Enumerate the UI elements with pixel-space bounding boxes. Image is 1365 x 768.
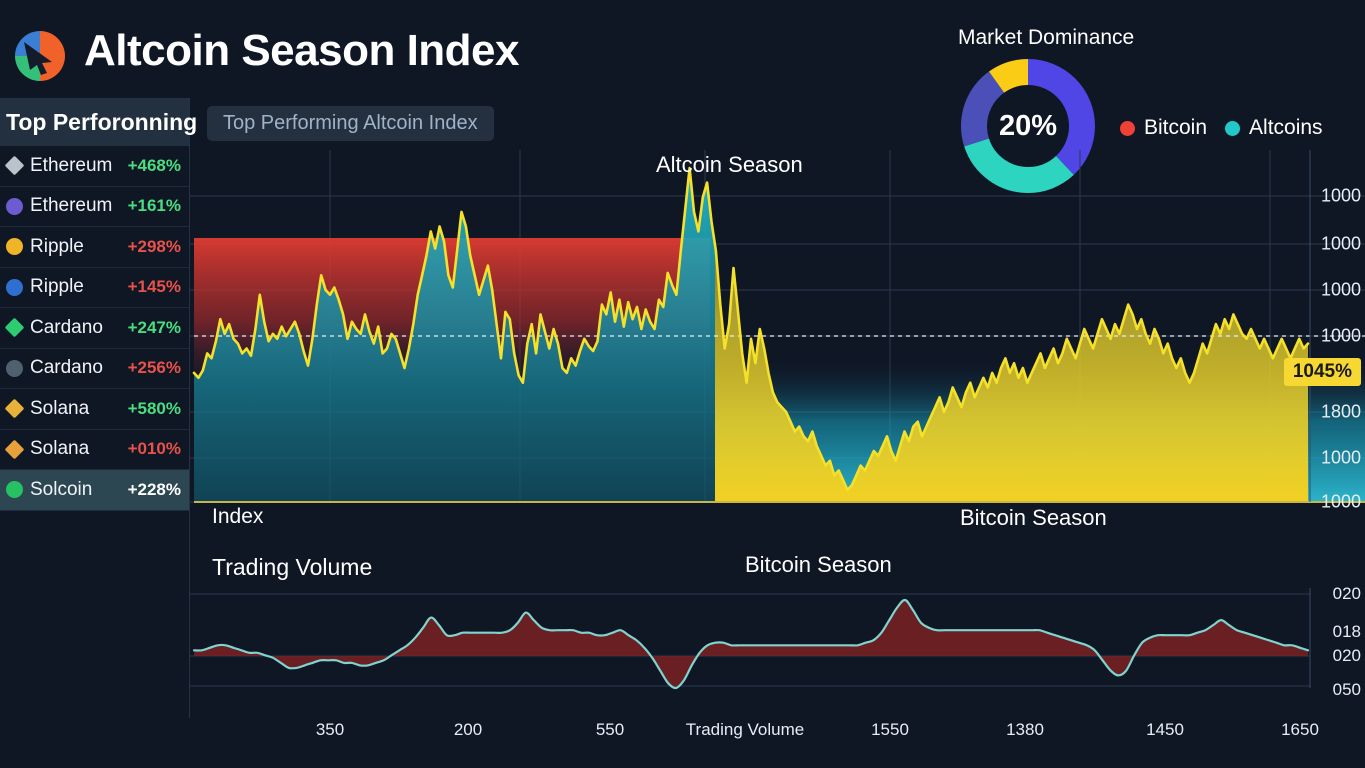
volume-y-tick: 050 (1332, 680, 1361, 699)
legend-label: Bitcoin (1144, 116, 1208, 139)
donut-segment-indigo (961, 59, 1095, 193)
volume-area-fill (194, 599, 1308, 689)
annotation-bitcoin-season-volume: Bitcoin Season (745, 552, 892, 577)
coin-list: Ethereum +468% Ethereum +161% Ripple +298% Rip… (0, 146, 189, 511)
coin-row-solana-6[interactable]: Solana +580% (0, 389, 189, 430)
cardano-diamond-icon (4, 317, 25, 338)
volume-y-tick: 020 (1332, 584, 1361, 603)
trading-volume-title: Trading Volume (212, 554, 373, 580)
y-tick: 1000 (1320, 233, 1361, 254)
coin-name: Solana (30, 438, 90, 460)
dominance-donut-chart: 20% (958, 56, 1098, 196)
coin-row-cardano-5[interactable]: Cardano +256% (0, 349, 189, 389)
altcoin-index-chart-svg (190, 150, 1365, 503)
dominance-legend: Bitcoin Altcoins (1120, 116, 1323, 140)
x-tick: 350 (315, 720, 345, 739)
coin-change-value: +256% (127, 358, 181, 378)
x-tick: Trading Volume (685, 720, 805, 739)
legend-label: Altcoins (1249, 116, 1323, 139)
market-dominance-title: Market Dominance (958, 26, 1135, 49)
coin-change-value: +010% (127, 439, 181, 459)
coin-name: Ethereum (30, 195, 113, 217)
trading-volume-chart: Trading Volume Bitcoin Season 020 018 02… (190, 548, 1365, 718)
coin-change-value: +161% (127, 196, 181, 216)
x-tick: 1450 (1146, 720, 1184, 739)
solcoin-circle-icon (6, 481, 23, 499)
bitcoin-dot-icon (1120, 120, 1135, 136)
coin-change-value: +580% (127, 398, 181, 418)
altcoins-dot-icon (1225, 120, 1241, 136)
coin-row-ripple-2[interactable]: Ripple +298% (0, 227, 189, 268)
volume-y-tick: 020 (1332, 646, 1361, 665)
solana-diamond-icon (4, 398, 25, 419)
x-tick: 1650 (1281, 720, 1319, 739)
volume-gridlines (190, 593, 1310, 687)
x-tick: 200 (453, 720, 483, 739)
chart-x-axis: 350 200 550 Trading Volume 1550 1380 1450 1650 (190, 712, 1365, 752)
x-tick: 1380 (1006, 720, 1044, 739)
altcoin-index-chart: 1000 1000 1000 1000 1045% 1800 1000 1000… (190, 150, 1365, 550)
index-line-series (192, 166, 1310, 492)
y-tick: 1000 (1320, 325, 1361, 346)
coin-row-cardano-4[interactable]: Cardano +247% (0, 308, 189, 349)
coin-row-ethereum-1[interactable]: Ethereum +161% (0, 187, 189, 227)
pie-chart-cursor-logo (15, 31, 65, 81)
sidebar: Top Perforonning Ethereum +468% Ethereum +1… (0, 98, 197, 718)
y-tick: 1000 (1320, 185, 1361, 206)
coin-change-value: +145% (127, 277, 181, 297)
altcoin-teal-area (194, 168, 715, 502)
coin-change-value: +228% (127, 479, 181, 499)
donut-svg (961, 59, 1095, 193)
coin-name: Solana (30, 397, 90, 419)
coin-name: Ripple (30, 276, 84, 298)
coin-name: Ethereum (30, 154, 113, 176)
coin-row-ethereum-0[interactable]: Ethereum +468% (0, 146, 189, 187)
sidebar-title: Top Perforonning (0, 98, 197, 146)
annotation-bitcoin-season-inside: Bitcoin Season (960, 505, 1107, 530)
ripple-coin-icon (6, 238, 23, 256)
ethereum-diamond-icon (4, 155, 25, 176)
donut-center-value: 20% (998, 109, 1058, 142)
market-dominance-widget: Market Dominance 20% Bitcoin Altcoins (958, 26, 1358, 201)
y-tick: 1000 (1320, 279, 1361, 300)
coin-row-ripple-3[interactable]: Ripple +145% (0, 268, 189, 308)
coin-name: Solcoin (30, 478, 93, 500)
x-tick: 550 (595, 720, 625, 739)
page-title: Altcoin Season Index (84, 26, 519, 75)
x-tick: 1550 (871, 720, 909, 739)
coin-name: Cardano (30, 357, 103, 379)
coin-change-value: +298% (127, 236, 181, 256)
coin-change-value: +247% (127, 317, 181, 337)
ethereum-circle-icon (6, 197, 23, 215)
current-value-badge: 1045% (1283, 358, 1361, 386)
chart-axis-label-index: Index (212, 505, 264, 528)
legend-item-altcoins[interactable]: Altcoins (1225, 116, 1323, 140)
coin-change-value: +468% (127, 155, 181, 175)
bitcoin-gold-area (715, 244, 1365, 502)
coin-row-solana-7[interactable]: Solana +010% (0, 430, 189, 470)
page-header: Altcoin Season Index (0, 0, 1365, 96)
tab-label: Top Performing Altcoin Index (223, 112, 478, 134)
coin-name: Ripple (30, 235, 84, 257)
solana-diamond-icon (4, 439, 25, 460)
coin-name: Cardano (30, 316, 103, 338)
annotation-altcoin-season: Altcoin Season (656, 152, 803, 177)
volume-y-tick: 018 (1332, 622, 1361, 641)
y-tick: 1800 (1320, 401, 1361, 422)
y-tick: 1000 (1320, 491, 1361, 512)
donut-segment-yellow (961, 59, 1095, 193)
legend-item-bitcoin[interactable]: Bitcoin (1120, 116, 1207, 140)
y-tick: 1000 (1320, 447, 1361, 468)
volume-line-series (192, 598, 1310, 690)
tab-top-performing-altcoin-index[interactable]: Top Performing Altcoin Index (207, 106, 494, 141)
ripple-blue-icon (6, 278, 23, 296)
donut-segment-teal (961, 59, 1095, 193)
trading-volume-svg (190, 588, 1311, 690)
coin-row-solcoin-8[interactable]: Solcoin +228% (0, 470, 189, 511)
cardano-gray-icon (6, 359, 23, 377)
